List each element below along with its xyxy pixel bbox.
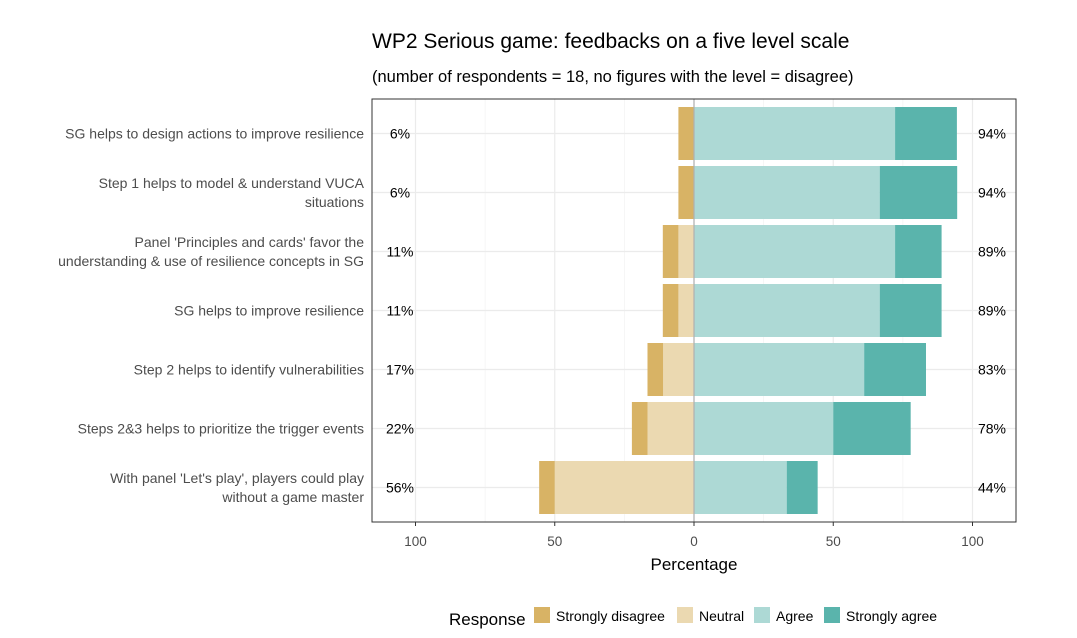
bar-agree	[694, 284, 880, 337]
bar-agree	[694, 225, 896, 278]
x-axis-title: Percentage	[651, 555, 738, 574]
category-label-line: Steps 2&3 helps to prioritize the trigge…	[78, 421, 364, 437]
category-label: Panel 'Principles and cards' favor the un…	[58, 234, 364, 269]
legend-label: Neutral	[699, 608, 744, 624]
legend-swatch	[824, 607, 840, 623]
bar-strongly-agree	[895, 225, 942, 278]
x-tick-label: 0	[690, 534, 698, 549]
bar-strongly-agree	[786, 461, 818, 514]
bar-strongly-agree	[879, 284, 942, 337]
legend-swatch	[754, 607, 770, 623]
bar-strongly-agree	[879, 166, 958, 219]
category-label: Step 2 helps to identify vulnerabilities	[134, 362, 364, 378]
category-label: SG helps to improve resilience	[174, 303, 364, 319]
bar-strongly-disagree	[662, 225, 679, 278]
right-percentage-label: 78%	[978, 421, 1006, 437]
right-percentage-label: 83%	[978, 362, 1006, 378]
right-percentage-label: 89%	[978, 303, 1006, 319]
category-label-line: Step 1 helps to model & understand VUCA	[99, 175, 365, 191]
bar-agree	[694, 166, 880, 219]
left-percentage-label: 6%	[390, 185, 410, 201]
left-percentage-label: 22%	[386, 421, 414, 437]
category-label: With panel 'Let's play', players could p…	[110, 470, 364, 505]
x-tick-label: 100	[961, 534, 984, 549]
category-label-line: understanding & use of resilience concep…	[58, 253, 364, 269]
right-percentage-label: 94%	[978, 126, 1006, 142]
legend-label: Strongly disagree	[556, 608, 665, 624]
chart-subtitle: (number of respondents = 18, no figures …	[372, 68, 854, 86]
left-percentage-label: 6%	[390, 126, 410, 142]
legend-swatch	[677, 607, 693, 623]
bar-strongly-disagree	[647, 343, 664, 396]
bar-neutral	[678, 225, 694, 278]
category-label: Step 1 helps to model & understand VUCA s…	[99, 175, 365, 210]
right-percentage-label: 44%	[978, 480, 1006, 496]
bar-strongly-agree	[895, 107, 957, 160]
category-label-line: Step 2 helps to identify vulnerabilities	[134, 362, 364, 378]
percentage-labels: 6% 6% 11% 11% 17% 22% 56% 94% 94% 89% 89% 83% 78% 44%	[386, 126, 1006, 496]
category-label-line: SG helps to improve resilience	[174, 303, 364, 319]
bar-agree	[694, 343, 865, 396]
category-label-line: without a game master	[221, 489, 364, 505]
legend-label: Strongly agree	[846, 608, 937, 624]
bars	[539, 107, 958, 514]
x-axis-ticks: 100 50 0 50 100	[404, 522, 984, 549]
legend-label: Agree	[776, 608, 814, 624]
x-tick-label: 100	[404, 534, 427, 549]
bar-neutral	[554, 461, 694, 514]
left-percentage-label: 56%	[386, 480, 414, 496]
left-percentage-label: 11%	[387, 244, 414, 260]
category-label-line: Panel 'Principles and cards' favor the	[135, 234, 365, 250]
category-label-line: SG helps to design actions to improve re…	[65, 126, 364, 142]
bar-agree	[694, 402, 834, 455]
bar-neutral	[663, 343, 694, 396]
left-percentage-label: 17%	[386, 362, 414, 378]
legend: Response Strongly disagree Neutral Agree Str…	[449, 607, 937, 629]
category-labels: SG helps to design actions to improve re…	[58, 126, 365, 506]
bar-strongly-agree	[864, 343, 926, 396]
category-label-line: With panel 'Let's play', players could p…	[110, 470, 364, 486]
bar-strongly-agree	[833, 402, 911, 455]
chart-title: WP2 Serious game: feedbacks on a five le…	[372, 30, 850, 53]
bar-agree	[694, 107, 896, 160]
bar-strongly-disagree	[678, 166, 694, 219]
bar-agree	[694, 461, 787, 514]
category-label: Steps 2&3 helps to prioritize the trigge…	[78, 421, 364, 437]
legend-title: Response	[449, 610, 526, 629]
bar-strongly-disagree	[539, 461, 555, 514]
bar-strongly-disagree	[631, 402, 648, 455]
right-percentage-label: 94%	[978, 185, 1006, 201]
category-label-line: situations	[305, 194, 364, 210]
bar-neutral	[647, 402, 694, 455]
right-percentage-label: 89%	[978, 244, 1006, 260]
legend-swatch	[534, 607, 550, 623]
x-tick-label: 50	[826, 534, 841, 549]
category-label: SG helps to design actions to improve re…	[65, 126, 364, 142]
bar-strongly-disagree	[662, 284, 679, 337]
x-tick-label: 50	[547, 534, 562, 549]
bar-strongly-disagree	[678, 107, 694, 160]
left-percentage-label: 11%	[387, 303, 414, 319]
bar-neutral	[678, 284, 694, 337]
